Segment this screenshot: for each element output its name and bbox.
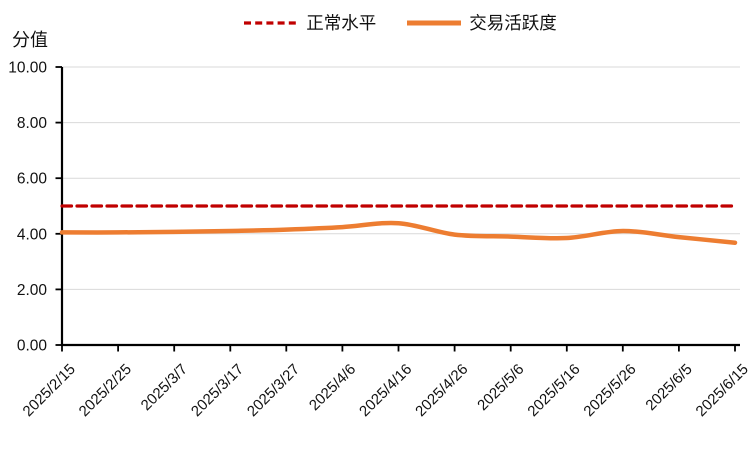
dashed-line-sample-icon <box>244 20 299 25</box>
activity-line <box>59 220 738 245</box>
x-tick-label: 2025/4/6 <box>306 361 359 414</box>
x-tick-label: 2025/3/7 <box>138 361 191 414</box>
x-tick-label: 2025/5/26 <box>580 361 639 420</box>
x-tick-label: 2025/4/26 <box>412 361 471 420</box>
y-tick-label: 10.00 <box>8 60 47 77</box>
solid-line-sample-icon <box>407 20 462 25</box>
y-tick-label: 0.00 <box>17 338 48 355</box>
x-tick-label: 2025/5/6 <box>474 361 527 414</box>
x-tick-label: 2025/3/27 <box>244 361 303 420</box>
y-axis-title: 分值 <box>12 30 48 50</box>
legend-item-normal-level: 正常水平 <box>243 10 376 35</box>
x-tick-label: 2025/6/5 <box>642 361 695 414</box>
x-tick-label: 2025/2/15 <box>20 361 79 420</box>
x-tick-label: 2025/2/25 <box>76 361 135 420</box>
y-tick-label: 4.00 <box>17 226 48 243</box>
x-tick-label: 2025/5/16 <box>524 361 583 420</box>
legend-label-normal-level: 正常水平 <box>306 13 377 33</box>
y-tick-label: 2.00 <box>17 282 48 299</box>
x-tick-label: 2025/4/16 <box>356 361 415 420</box>
legend-item-activity: 交易活跃度 <box>406 10 557 35</box>
y-tick-label: 6.00 <box>17 171 48 188</box>
x-tick-label: 2025/3/17 <box>188 361 247 420</box>
chart-legend: 正常水平 交易活跃度 <box>62 10 738 35</box>
legend-label-activity: 交易活跃度 <box>469 13 557 33</box>
y-tick-label: 8.00 <box>17 115 48 132</box>
x-tick-label: 2025/6/15 <box>693 361 750 420</box>
